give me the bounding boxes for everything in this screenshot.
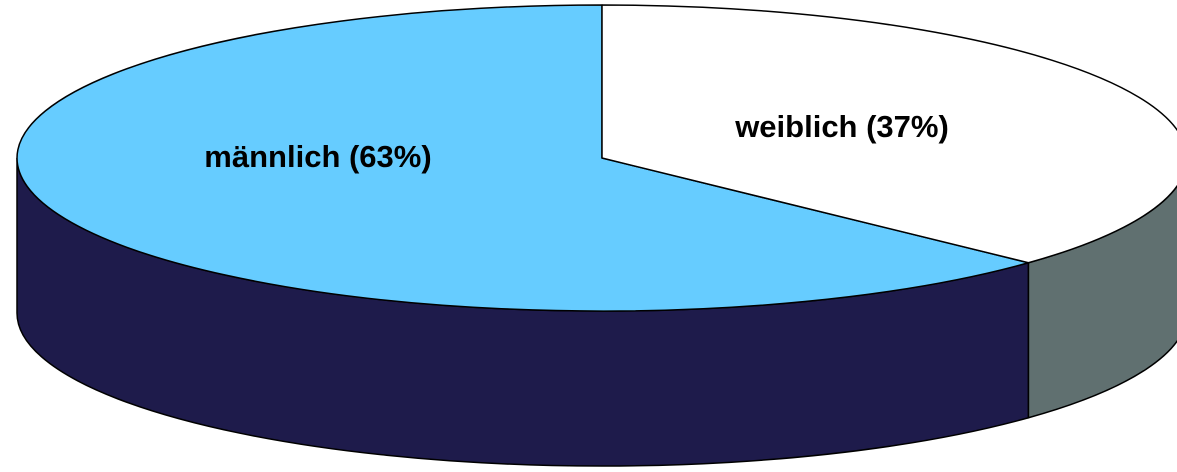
pie-slice-weiblich [601,4,1177,264]
slice-label-weiblich: weiblich (37%) [734,109,949,144]
pie-slice-maennlich [16,4,1030,312]
slice-label-maennlich: männlich (63%) [204,139,431,174]
